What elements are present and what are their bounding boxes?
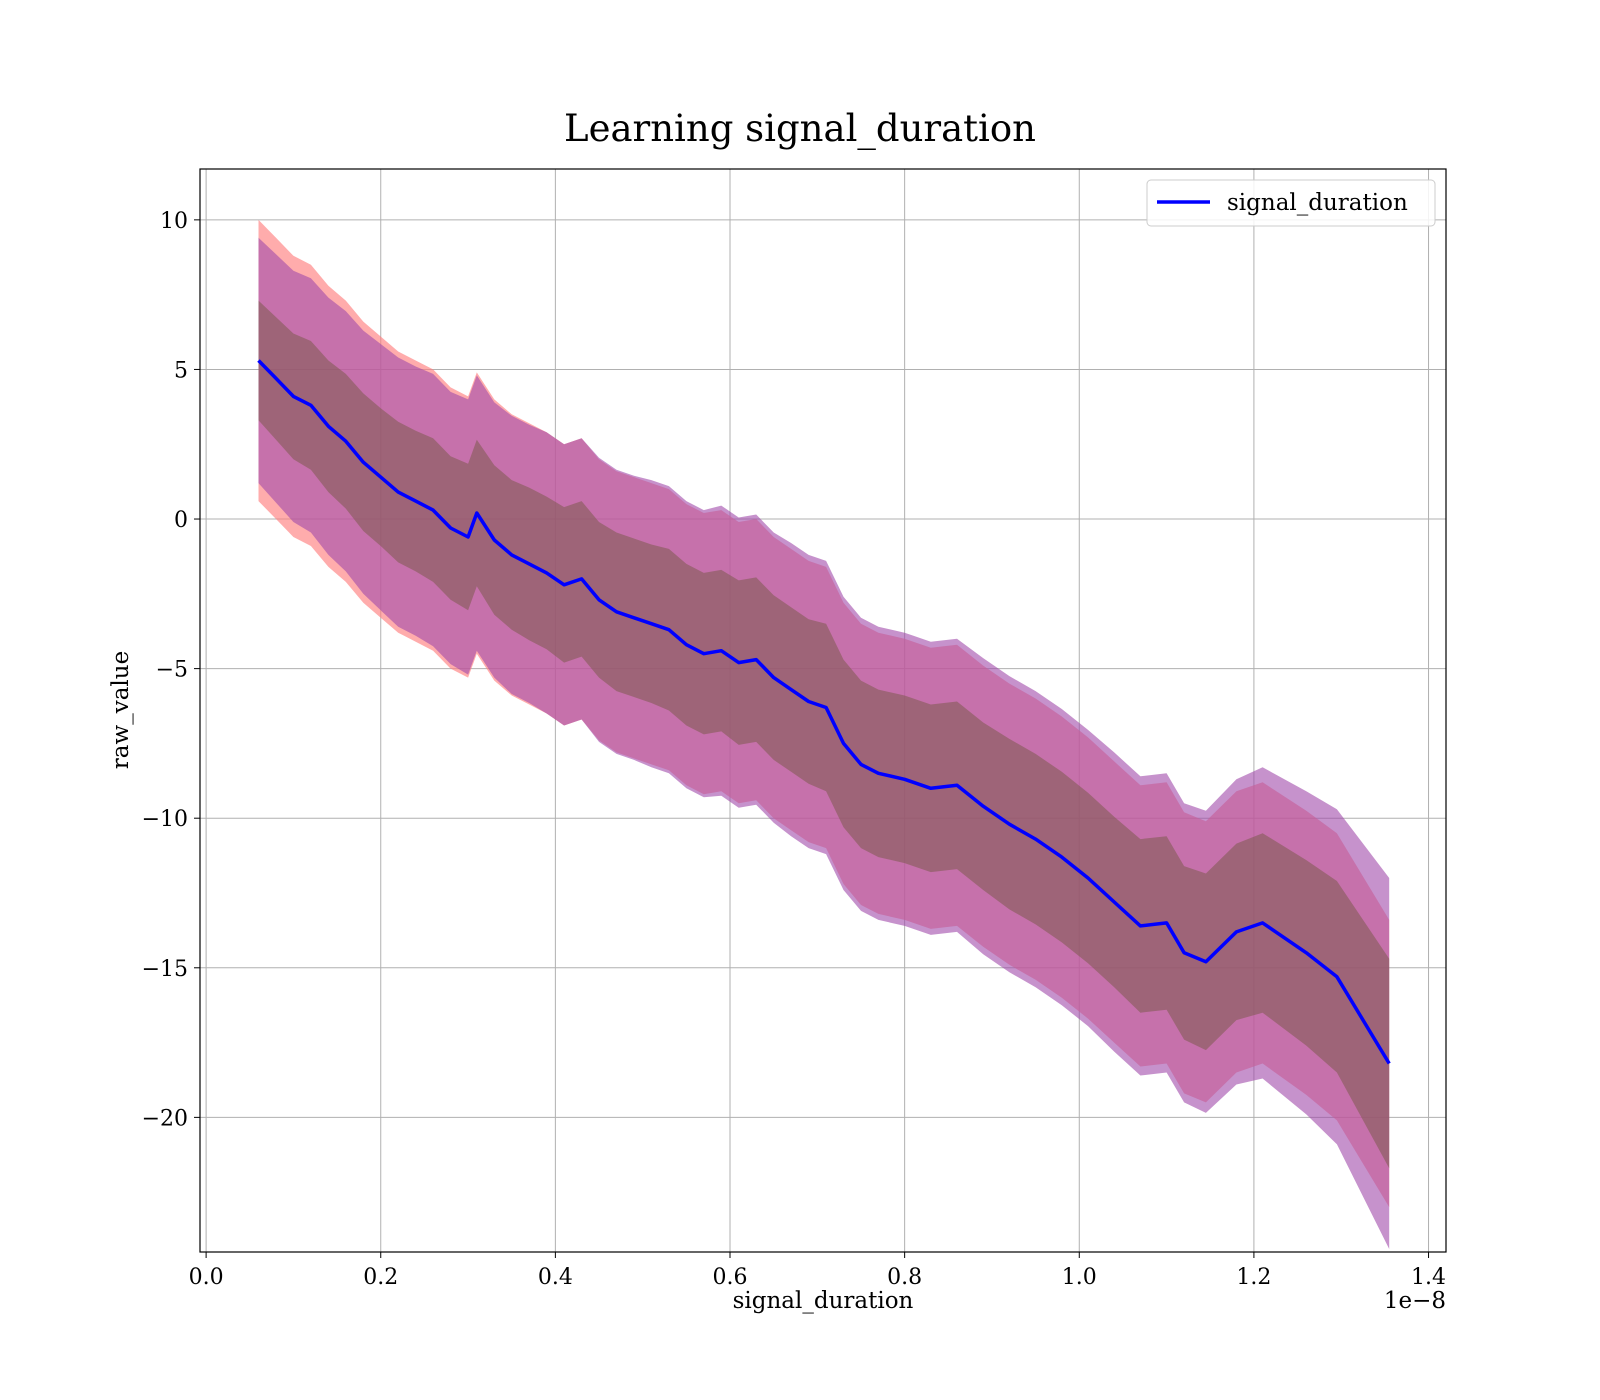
x-tick-label: 1.2 — [1236, 1265, 1271, 1290]
x-tick-label: 0.4 — [538, 1265, 573, 1290]
x-axis-offset-label: 1e−8 — [1384, 1288, 1446, 1314]
legend-box — [1146, 179, 1436, 227]
x-tick-label: 0.2 — [363, 1265, 398, 1290]
y-tick-label: −20 — [142, 1106, 188, 1131]
legend-entry-signal-duration: signal_duration — [1227, 190, 1408, 216]
y-axis-label: raw_value — [108, 651, 134, 769]
x-tick-label: 1.4 — [1411, 1265, 1446, 1290]
chart-title: Learning signal_duration — [564, 107, 1036, 151]
y-tick-label: −5 — [156, 658, 188, 683]
y-tick-label: −10 — [142, 807, 188, 832]
plot-frame — [199, 168, 1447, 1253]
x-axis-label: signal_duration — [733, 1288, 914, 1314]
x-tick-label: 0.0 — [189, 1265, 224, 1290]
y-tick-label: 10 — [160, 209, 188, 234]
y-tick-label: 5 — [174, 358, 188, 383]
legend: signal_duration — [1146, 179, 1436, 227]
x-tick-label: 0.8 — [887, 1265, 922, 1290]
series-line-signal-duration — [257, 359, 1391, 1065]
y-tick-label: −15 — [142, 957, 188, 982]
series-lines — [257, 359, 1391, 1065]
confidence-bands — [258, 219, 1390, 1250]
x-tick-label: 0.6 — [713, 1265, 748, 1290]
inner-band — [258, 300, 1390, 1169]
axis-ticks: 0.0 0.2 0.4 0.6 0.8 1.0 1.2 1.4 10 5 0 −5 −10 −15 −20 — [142, 209, 1446, 1290]
y-tick-label: 0 — [174, 508, 188, 533]
x-tick-label: 1.0 — [1062, 1265, 1097, 1290]
